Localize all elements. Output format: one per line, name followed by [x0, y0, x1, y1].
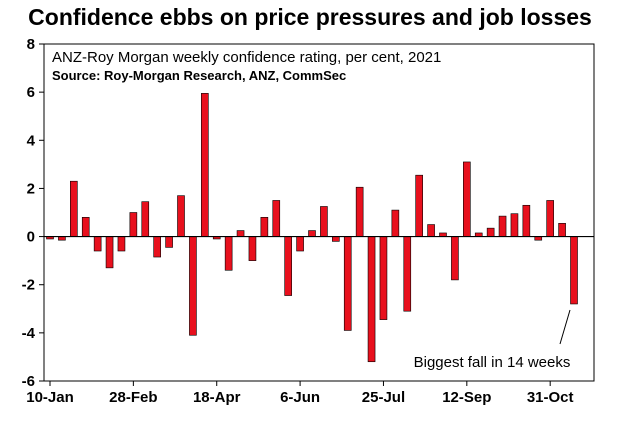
bar-week-12 [177, 195, 185, 237]
bar-week-4 [81, 217, 90, 237]
bar-week-33 [427, 224, 435, 237]
bar-week-32 [415, 174, 423, 237]
bar-week-29 [379, 236, 388, 320]
y-tick-label: -2 [22, 277, 35, 294]
bar-week-44 [558, 223, 566, 237]
bar-week-27 [355, 186, 364, 237]
y-tick-label: -6 [22, 373, 35, 390]
bar-week-5 [93, 236, 102, 252]
bar-week-26 [343, 236, 352, 331]
bar-week-41 [522, 204, 531, 237]
chart-title: Confidence ebbs on price pressures and j… [28, 4, 592, 30]
annotation-pointer [559, 309, 571, 345]
bar-week-28 [367, 236, 376, 363]
x-tick-label: 31-Oct [527, 389, 574, 406]
y-tick-label: 8 [27, 36, 35, 53]
bar-week-24 [320, 206, 328, 237]
bar-week-20 [272, 200, 281, 237]
bar-week-3 [70, 180, 78, 237]
bar-week-18 [248, 236, 257, 261]
bar-week-40 [510, 213, 519, 237]
bar-week-30 [391, 209, 400, 237]
chart-source: Source: Roy-Morgan Research, ANZ, CommSe… [52, 68, 346, 83]
bar-week-11 [165, 236, 173, 248]
x-tick-label: 6-Jun [280, 389, 320, 406]
bar-week-39 [498, 215, 507, 237]
bar-week-35 [451, 236, 459, 281]
x-tick-label: 12-Sep [442, 389, 491, 406]
bar-week-8 [129, 212, 138, 237]
chart-subtitle: ANZ-Roy Morgan weekly confidence rating,… [52, 49, 441, 66]
bar-week-13 [189, 236, 197, 336]
x-tick-label: 25-Jul [362, 389, 405, 406]
bar-week-7 [117, 236, 126, 252]
bar-week-21 [284, 236, 292, 296]
bar-week-9 [141, 201, 150, 237]
y-tick-label: 4 [27, 132, 36, 149]
bar-week-25 [332, 236, 340, 242]
plot-frame [43, 43, 595, 382]
x-tick-label: 10-Jan [26, 389, 74, 406]
y-tick-label: 2 [27, 180, 35, 197]
bar-week-14 [201, 93, 209, 237]
bar-week-16 [224, 236, 233, 271]
bar-week-43 [546, 200, 554, 237]
y-tick-label: 0 [27, 229, 35, 246]
y-tick-label: 6 [27, 84, 35, 101]
annotation-label: Biggest fall in 14 weeks [414, 354, 571, 371]
bar-week-23 [308, 230, 316, 237]
bar-week-31 [403, 236, 412, 312]
bar-week-17 [236, 230, 245, 237]
bar-week-19 [260, 217, 269, 237]
bar-week-10 [153, 236, 161, 258]
bar-week-6 [105, 236, 114, 269]
bar-week-38 [486, 227, 495, 237]
bar-week-45 [570, 236, 578, 305]
y-tick-label: -4 [22, 325, 36, 342]
bar-week-22 [296, 236, 304, 252]
bar-week-36 [463, 161, 471, 237]
x-tick-label: 18-Apr [193, 389, 241, 406]
x-tick-label: 28-Feb [109, 389, 157, 406]
